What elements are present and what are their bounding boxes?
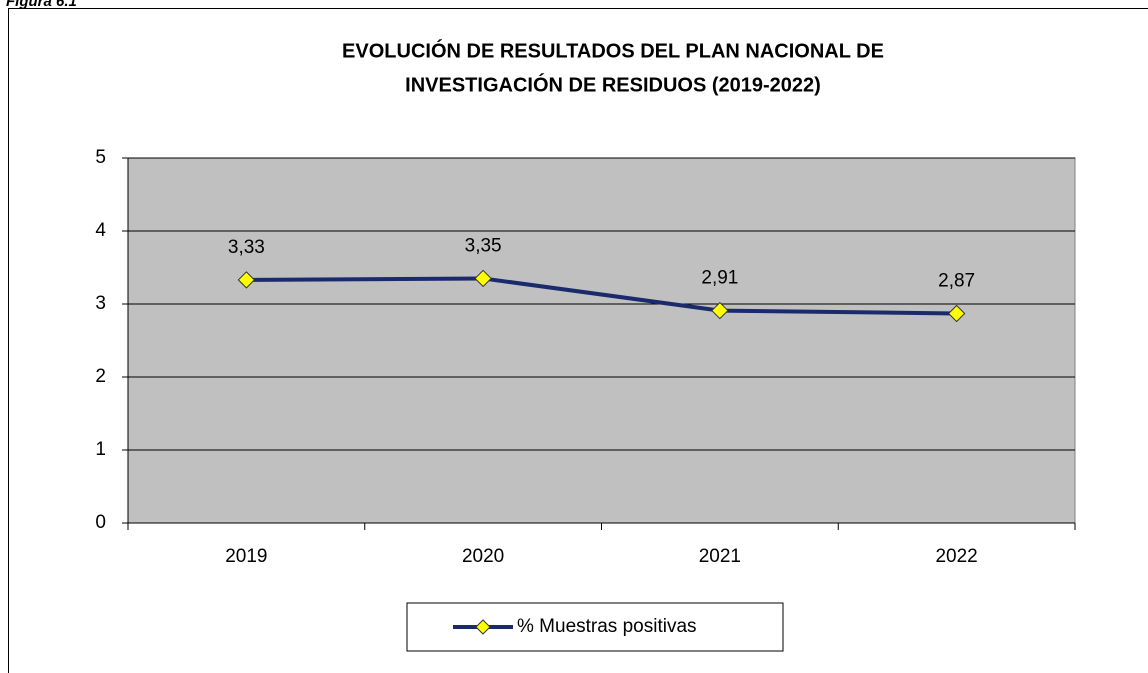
y-tick-label: 3 [95,293,106,314]
plot-area [127,157,1076,524]
data-label: 2,87 [938,271,975,292]
y-tick-label: 1 [95,439,106,460]
data-point [947,304,966,323]
chart-title: EVOLUCIÓN DE RESULTADOS DEL PLAN NACIONA… [342,38,884,62]
x-tick-label: 2021 [699,546,741,567]
legend-marker [475,619,491,635]
data-label: 2,91 [701,268,738,289]
data-point [237,271,256,289]
y-tick-label: 0 [95,512,106,533]
data-point [711,301,729,320]
data-label: 3,33 [228,237,265,258]
legend-label: % Muestras positivas [517,616,697,637]
figure-caption: Figura 6.1 [6,0,77,10]
data-point [474,269,492,288]
chart-title: INVESTIGACIÓN DE RESIDUOS (2019-2022) [405,72,821,96]
x-tick-label: 2020 [462,546,504,567]
y-tick-label: 4 [95,220,106,241]
x-tick-label: 2022 [935,546,977,567]
x-tick-label: 2019 [225,546,267,567]
data-label: 3,35 [465,235,502,256]
y-tick-label: 5 [95,147,106,168]
chart-frame [8,8,1148,673]
y-tick-label: 2 [95,366,106,387]
series-line [246,276,957,316]
